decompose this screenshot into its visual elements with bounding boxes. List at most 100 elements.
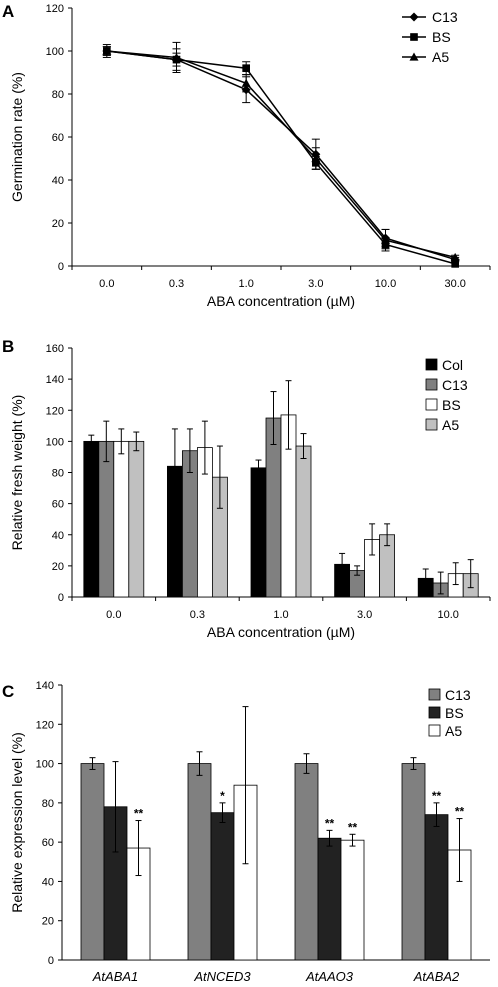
panel-letter: B xyxy=(2,337,14,356)
y-tick-label: 0 xyxy=(48,955,54,967)
bar-c13 xyxy=(187,763,212,961)
legend-label: Col xyxy=(442,357,463,373)
bar-c13 xyxy=(80,763,105,961)
panel-c: C 0 20 40 60 80 100 120 140 Relative expression l… xyxy=(2,680,490,984)
legend: Col C13 BS A5 xyxy=(425,357,468,433)
legend-label: A5 xyxy=(432,49,449,65)
bar-c13 xyxy=(98,440,115,598)
series-c13 xyxy=(102,46,460,265)
data-point xyxy=(241,78,251,87)
x-tick-label: AtAAO3 xyxy=(305,969,354,984)
y-tick-label: 100 xyxy=(46,436,64,448)
legend-swatch xyxy=(428,688,441,701)
y-tick-label: 100 xyxy=(46,46,64,58)
y-tick-label: 140 xyxy=(36,680,54,692)
bar-col xyxy=(83,440,100,598)
bar-bs xyxy=(424,814,449,961)
legend-label: BS xyxy=(432,29,451,45)
data-point xyxy=(381,235,390,244)
x-tick-label: 0.3 xyxy=(190,609,205,621)
data-point xyxy=(451,260,459,268)
bar-a5 xyxy=(128,440,145,598)
y-tick-label: 60 xyxy=(42,837,54,849)
data-point xyxy=(450,252,460,261)
legend-marker xyxy=(409,12,419,22)
significance-label: ** xyxy=(432,789,442,803)
y-tick-label: 20 xyxy=(52,561,64,573)
legend-marker xyxy=(409,52,419,61)
legend-swatch xyxy=(425,418,438,431)
bar-bs xyxy=(317,837,342,961)
bar-col xyxy=(250,467,267,598)
significance-label: ** xyxy=(134,807,144,821)
x-tick-label: AtNCED3 xyxy=(193,969,251,984)
legend-swatch xyxy=(425,358,438,371)
y-tick-label: 0 xyxy=(58,592,64,604)
legend-label: BS xyxy=(445,705,464,721)
bar-bs xyxy=(210,812,235,961)
x-tick-label: AtABA1 xyxy=(92,969,139,984)
x-tick-label: 30.0 xyxy=(444,278,465,290)
series-a5 xyxy=(102,41,460,261)
y-tick-label: 120 xyxy=(46,3,64,15)
panel-letter: A xyxy=(2,2,14,21)
legend-label: C13 xyxy=(445,687,471,703)
y-tick-label: 80 xyxy=(52,468,64,480)
x-axis-title: ABA concentration (µM) xyxy=(207,293,355,309)
y-axis-title: Relative expression level (%) xyxy=(9,732,25,913)
y-axis-title: Germination rate (%) xyxy=(9,72,25,202)
bar-c13 xyxy=(294,763,319,961)
panel-a: A 0 20 40 60 80 100 120 Germination rate (%) ABA … xyxy=(2,2,491,309)
series-line xyxy=(106,50,456,259)
bar-bs xyxy=(113,440,130,598)
y-tick-label: 60 xyxy=(52,499,64,511)
bar-c13 xyxy=(401,763,426,961)
legend-swatch xyxy=(425,398,438,411)
legend: C13 BS A5 xyxy=(402,9,458,65)
y-tick-label: 140 xyxy=(46,374,64,386)
y-tick-label: 40 xyxy=(52,175,64,187)
significance-label: ** xyxy=(348,820,358,834)
bar-a5 xyxy=(340,839,365,961)
x-tick-label: 3.0 xyxy=(357,609,372,621)
x-tick-label: 10.0 xyxy=(437,609,458,621)
y-axis-title: Relative fresh weight (%) xyxy=(9,395,25,551)
x-tick-label: 3.0 xyxy=(308,278,323,290)
y-tick-label: 40 xyxy=(42,876,54,888)
x-tick-label: 0.3 xyxy=(169,278,184,290)
significance-label: * xyxy=(220,789,225,803)
y-tick-label: 0 xyxy=(58,261,64,273)
x-tick-label: 10.0 xyxy=(375,278,396,290)
y-tick-label: 80 xyxy=(42,798,54,810)
series-line xyxy=(106,50,456,265)
legend: C13 BS A5 xyxy=(428,687,471,739)
data-point xyxy=(102,46,112,55)
x-axis-title: ABA concentration (µM) xyxy=(207,624,355,640)
legend-label: BS xyxy=(442,397,461,413)
x-tick-label: 1.0 xyxy=(239,278,254,290)
y-tick-label: 40 xyxy=(52,530,64,542)
y-tick-label: 60 xyxy=(52,132,64,144)
y-tick-label: 160 xyxy=(46,343,64,355)
data-point xyxy=(172,52,181,62)
legend-label: A5 xyxy=(445,723,462,739)
x-tick-label: 0.0 xyxy=(99,278,114,290)
significance-label: ** xyxy=(325,816,335,830)
x-tick-label: AtABA2 xyxy=(413,969,460,984)
x-tick-label: 0.0 xyxy=(106,609,121,621)
significance-label: ** xyxy=(455,805,465,819)
bar-a5 xyxy=(295,445,312,598)
y-tick-label: 120 xyxy=(36,719,54,731)
series-line xyxy=(106,50,456,261)
y-tick-label: 120 xyxy=(46,405,64,417)
x-tick-label: 1.0 xyxy=(273,609,288,621)
y-tick-label: 20 xyxy=(52,218,64,230)
data-point xyxy=(242,64,250,73)
panel-letter: C xyxy=(2,682,14,701)
y-tick-label: 80 xyxy=(52,89,64,101)
series-bs xyxy=(102,44,460,268)
legend-label: C13 xyxy=(432,9,458,25)
legend-swatch xyxy=(428,706,441,719)
legend-swatch xyxy=(428,724,441,737)
